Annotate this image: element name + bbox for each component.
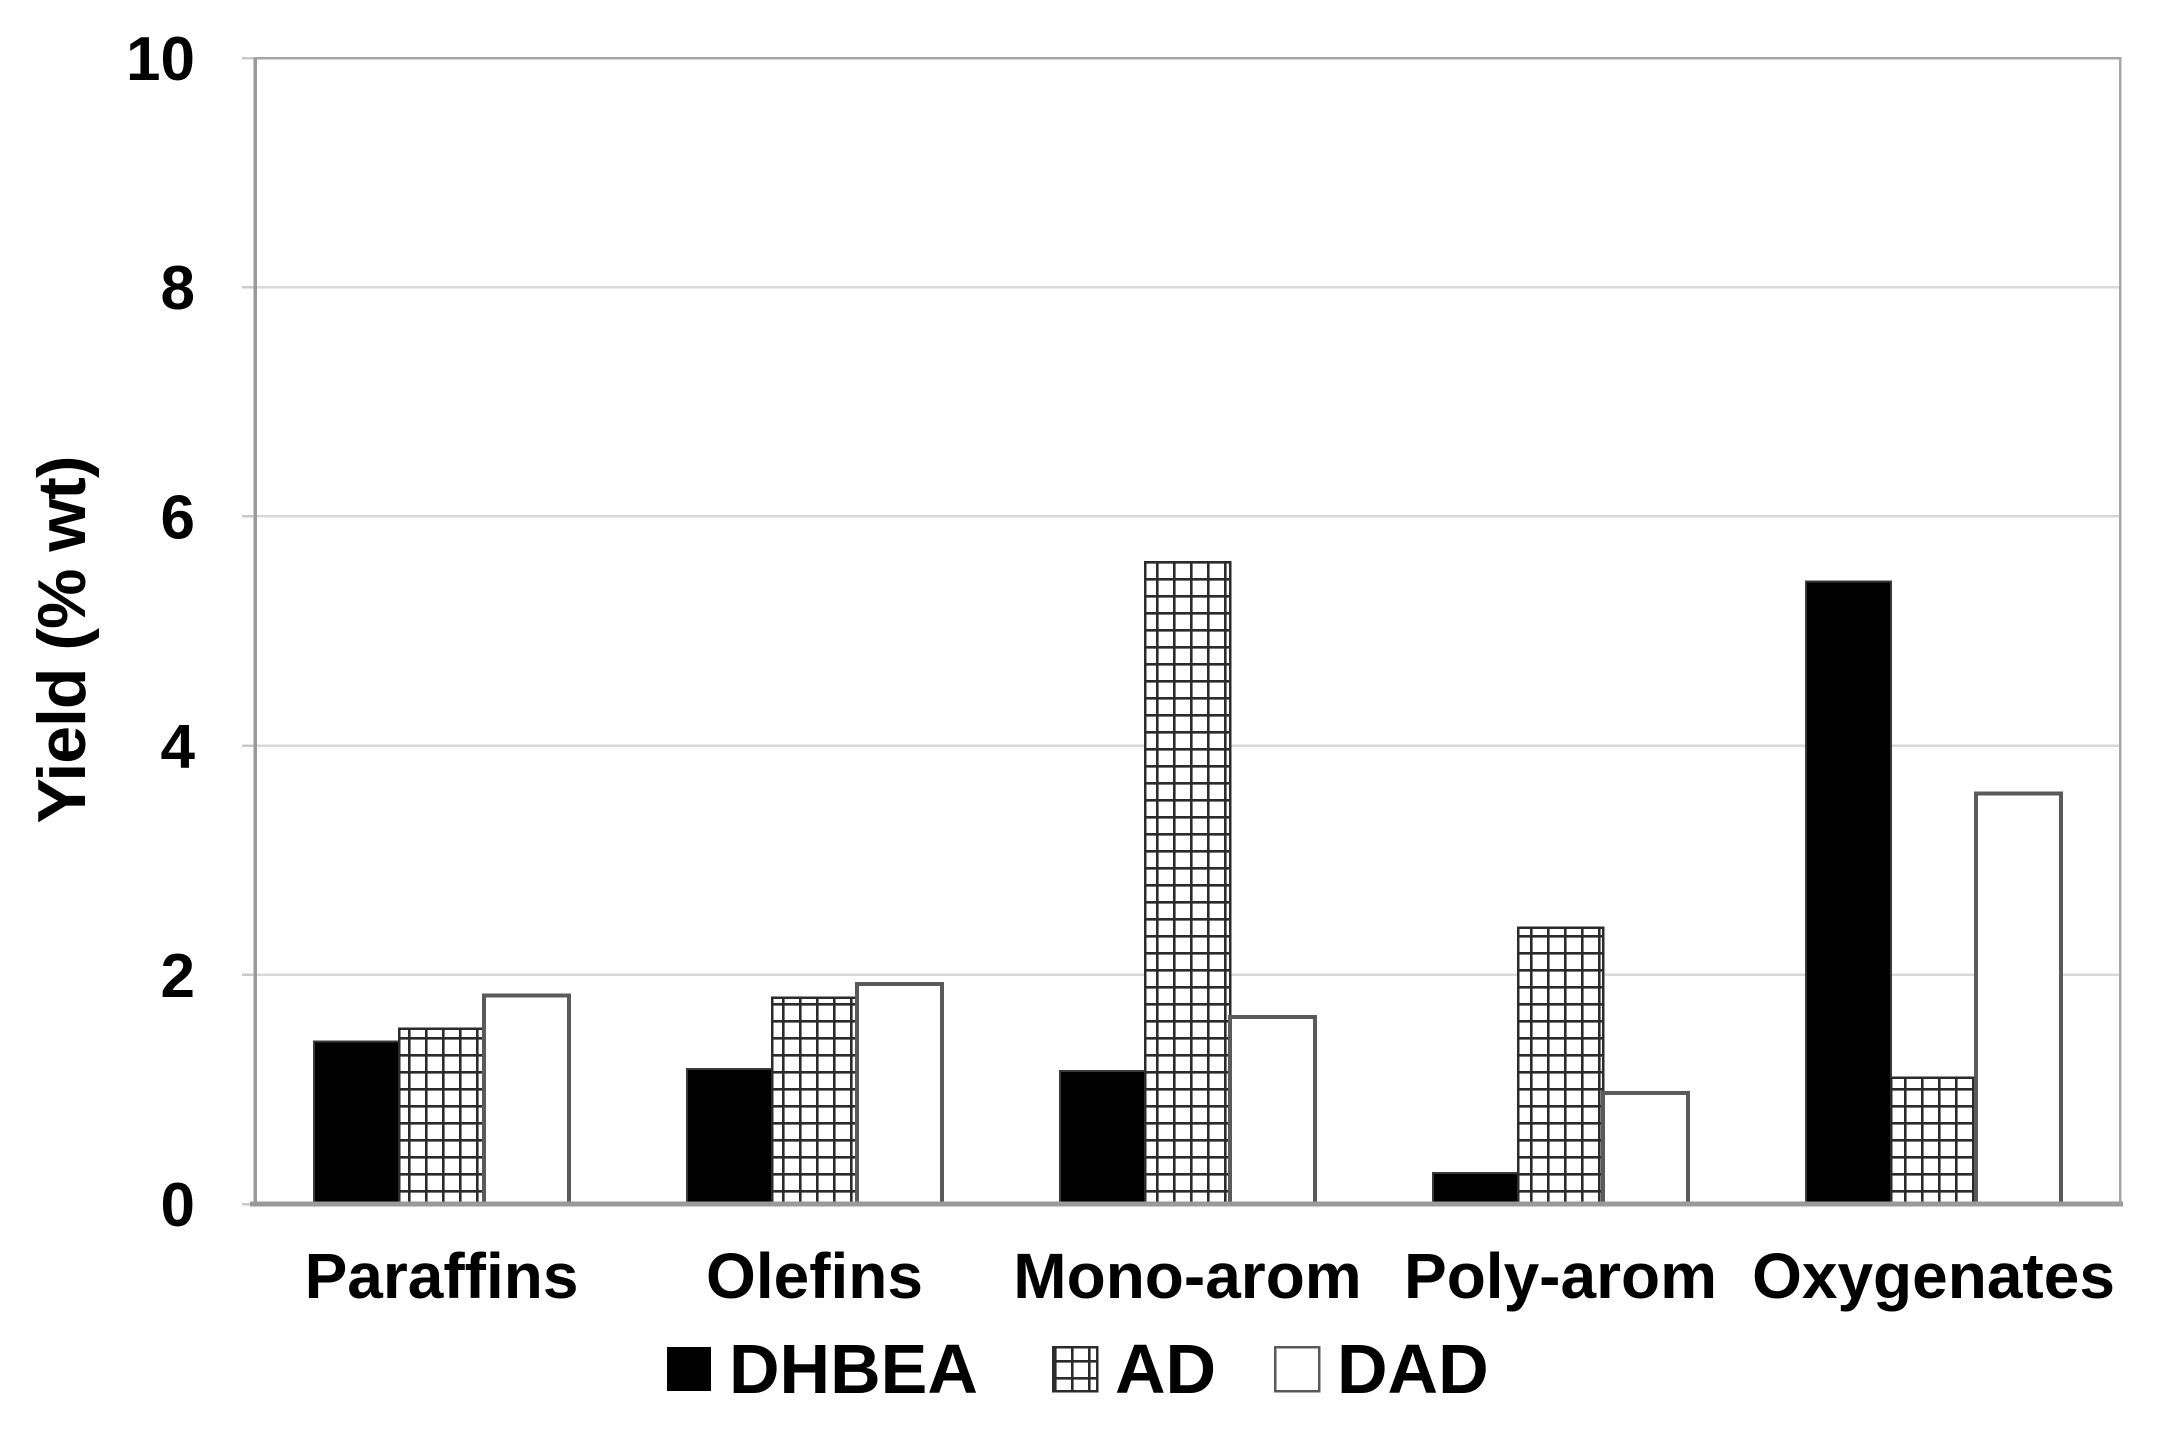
legend-label: DAD [1337,1330,1489,1408]
plot-area: 0 2 4 6 8 10 Paraffins Olefins Mono-arom Poly-aro… [126,25,2123,1312]
x-axis-label: Oxygenates [1752,1240,2115,1312]
y-tick-label: 0 [161,1171,195,1240]
legend: DHBEA AD DAD [667,1330,1489,1408]
bar-oxygenates-ad [1889,1076,1978,1206]
y-tick-label: 8 [161,254,195,323]
legend-item-dad: DAD [1273,1330,1489,1408]
bar-mono-arom-dhbea [1059,1070,1146,1205]
bar-oxygenates-dad [1974,791,2063,1206]
bar-mono-arom-dad [1228,1015,1317,1207]
bar-mono-arom-ad [1143,560,1232,1206]
bar-olefins-dhbea [686,1067,773,1205]
bar-paraffins-ad [397,1027,486,1206]
bar-poly-arom-dad [1601,1090,1690,1207]
x-axis-label: Poly-arom [1404,1240,1717,1312]
legend-swatch-ad [1051,1345,1099,1393]
legend-swatch-dhbea [667,1347,711,1391]
y-tick-label: 10 [126,25,195,94]
legend-label: DHBEA [729,1330,978,1408]
legend-swatch-dad [1273,1345,1321,1393]
y-axis-title: Yield (% wt) [24,456,100,823]
x-axis-label: Paraffins [305,1240,579,1312]
bar-oxygenates-dhbea [1805,580,1892,1205]
y-tick-label: 6 [161,483,195,552]
legend-item-dhbea: DHBEA [667,1330,978,1408]
x-axis-label: Olefins [706,1240,923,1312]
bar-poly-arom-dhbea [1432,1172,1519,1205]
y-tick-label: 4 [161,713,196,782]
x-axis-label: Mono-arom [1013,1240,1361,1312]
legend-item-ad: AD [1051,1330,1216,1408]
bar-paraffins-dhbea [313,1040,400,1205]
y-tick-label: 2 [161,942,195,1011]
bar-poly-arom-ad [1516,926,1605,1206]
bar-olefins-dad [855,981,944,1207]
bar-paraffins-dad [482,993,571,1206]
bar-olefins-ad [770,996,859,1206]
legend-label: AD [1115,1330,1216,1408]
